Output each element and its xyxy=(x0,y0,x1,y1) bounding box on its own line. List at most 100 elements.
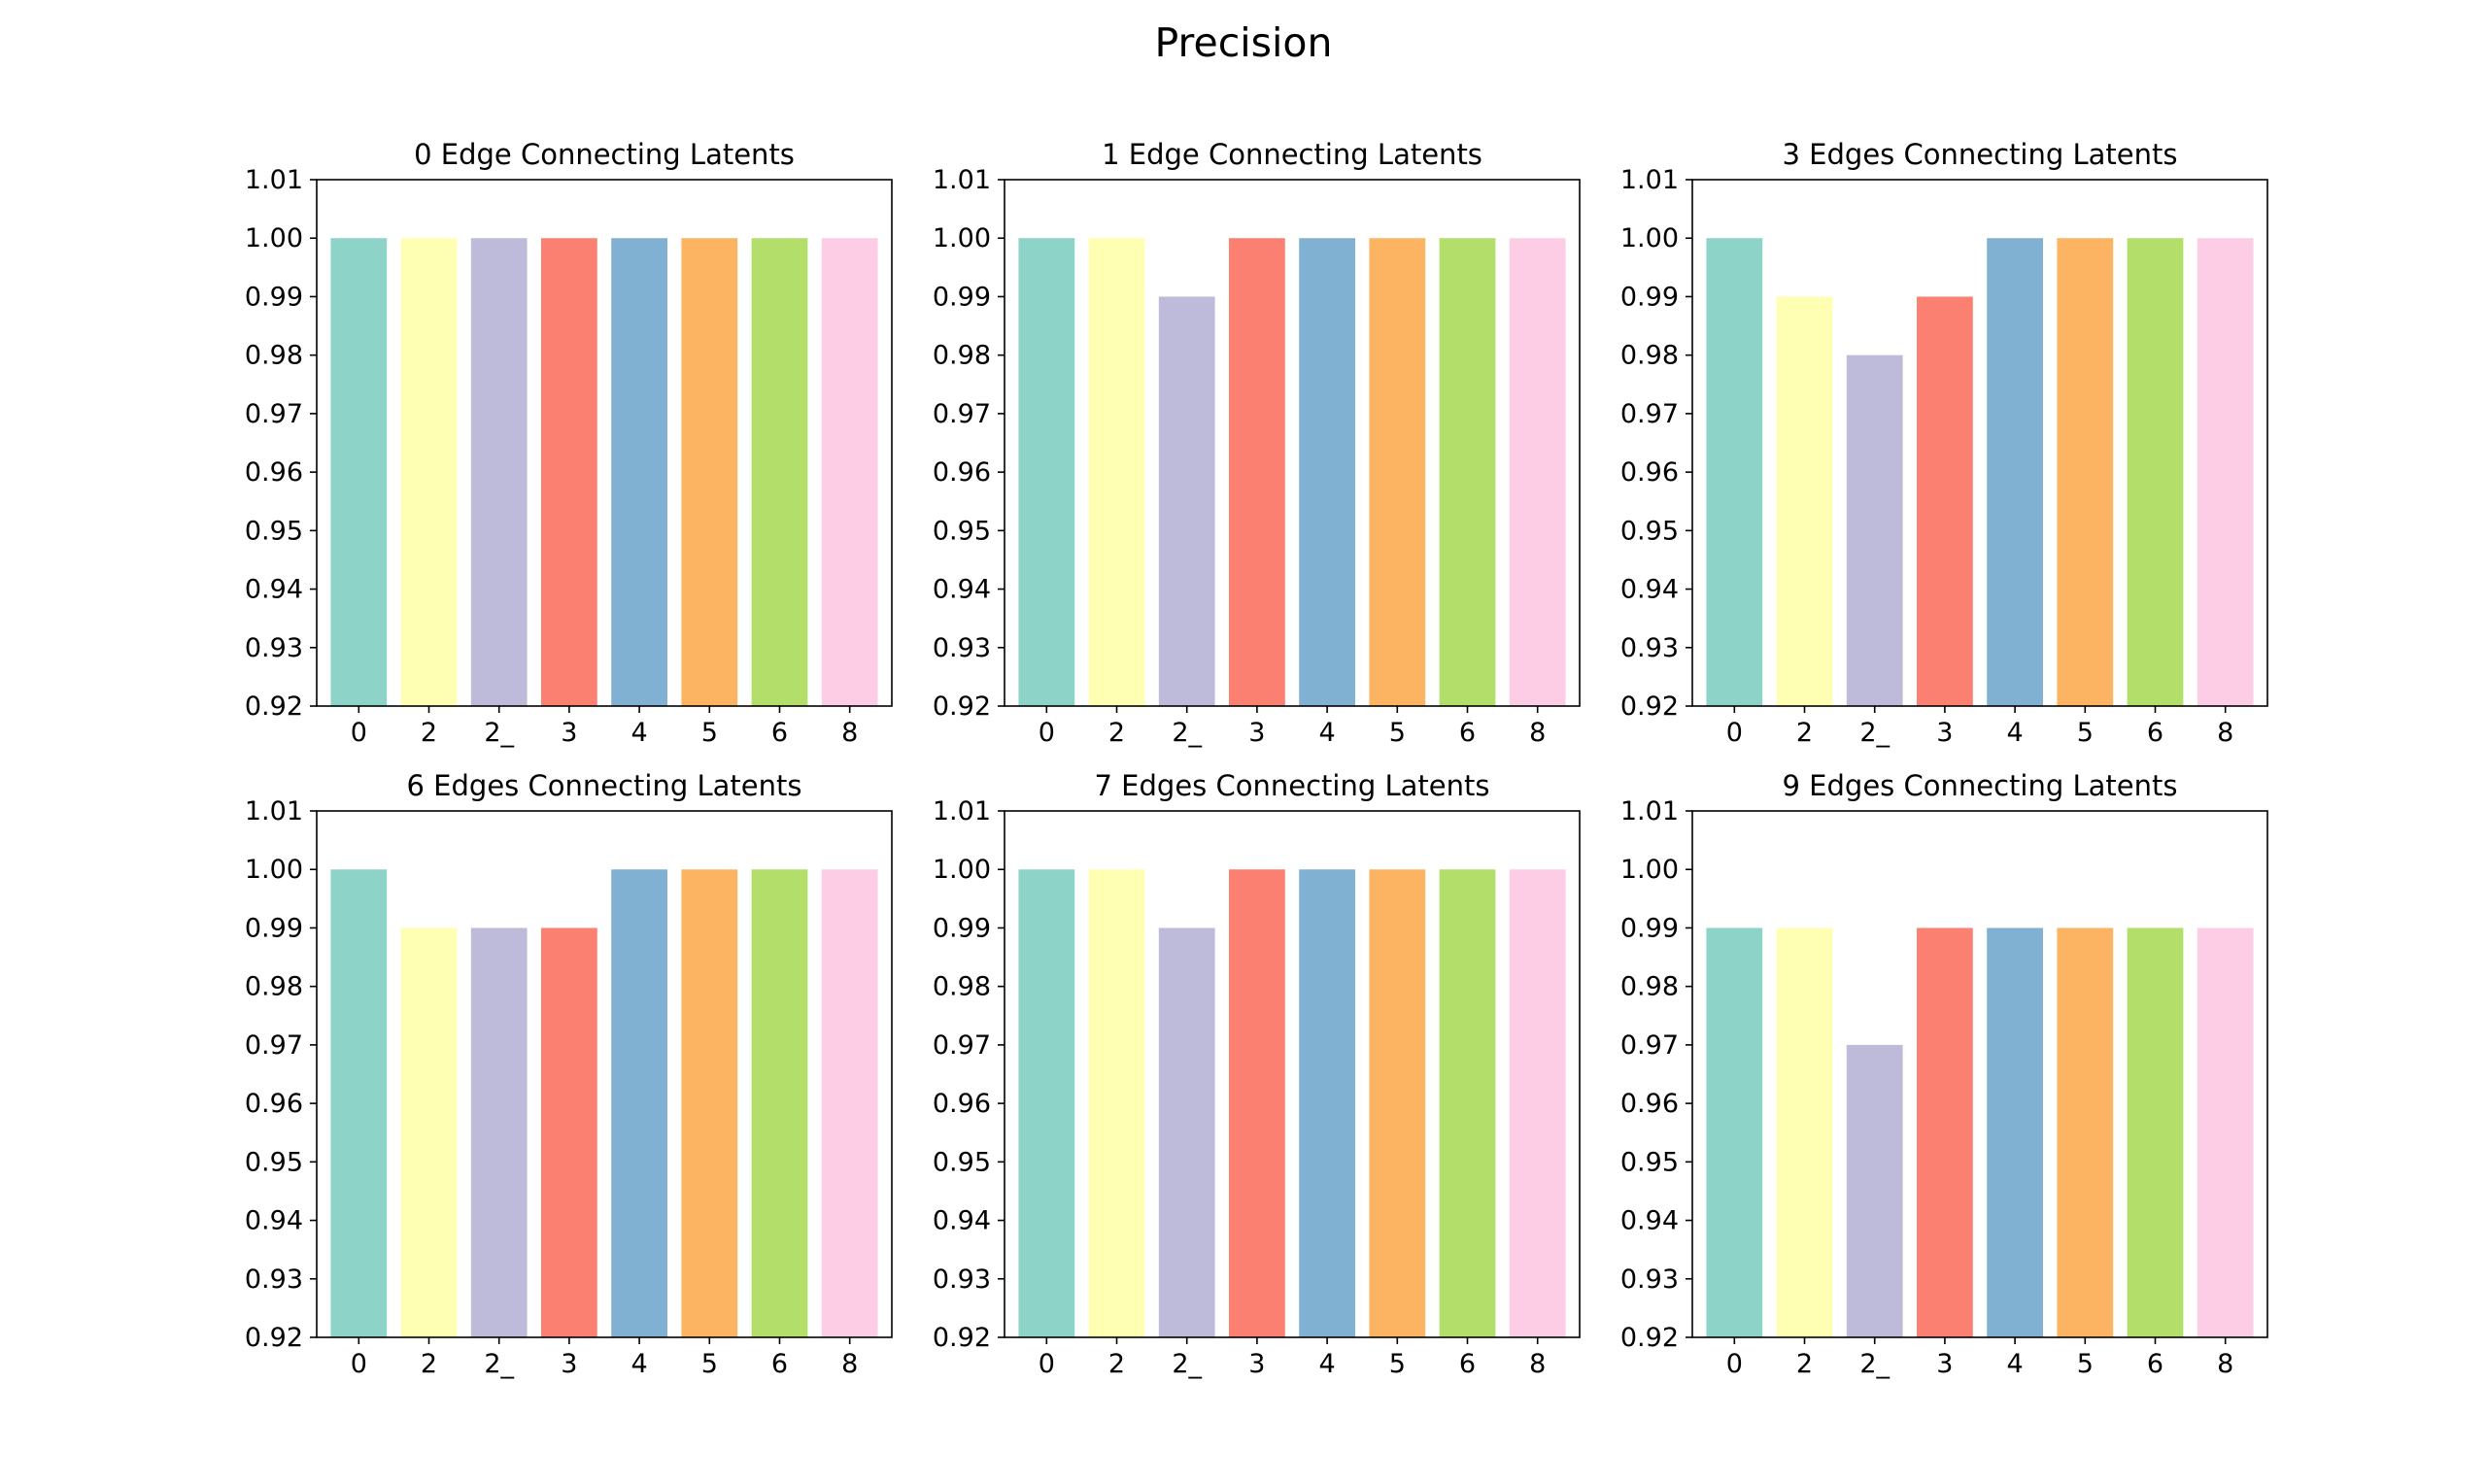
x-tick-label: 2_ xyxy=(1172,718,1202,748)
x-tick-label: 2_ xyxy=(1172,1349,1202,1379)
y-tick-label: 0.97 xyxy=(245,1030,303,1061)
bar xyxy=(541,238,597,706)
x-tick-label: 4 xyxy=(2007,718,2024,748)
y-tick-label: 0.96 xyxy=(1620,457,1679,488)
bar xyxy=(1846,354,1903,706)
x-tick-label: 6 xyxy=(771,718,788,748)
bar xyxy=(1439,869,1496,1337)
x-tick-label: 6 xyxy=(2147,1349,2163,1379)
y-tick-label: 0.97 xyxy=(1620,399,1679,429)
x-tick-label: 3 xyxy=(561,718,577,748)
y-tick-label: 0.92 xyxy=(245,691,303,722)
x-tick-label: 6 xyxy=(1459,718,1476,748)
x-tick-label: 6 xyxy=(771,1349,788,1379)
bar xyxy=(1987,238,2043,706)
x-tick-label: 2 xyxy=(1108,1349,1125,1379)
bar xyxy=(470,238,528,706)
bar xyxy=(330,869,388,1337)
y-tick-label: 0.95 xyxy=(1620,1147,1679,1177)
y-tick-label: 0.96 xyxy=(245,1089,303,1119)
y-tick-label: 0.93 xyxy=(245,1265,303,1295)
bar xyxy=(611,238,667,706)
x-tick-label: 2 xyxy=(421,718,437,748)
y-tick-label: 0.93 xyxy=(933,633,991,663)
y-tick-label: 0.96 xyxy=(933,457,991,488)
subplot-2: 3 Edges Connecting Latents 0 2 2_ 3 4 5 6 8 0.92 0… xyxy=(1620,138,2268,748)
bar xyxy=(1776,296,1833,706)
bar xyxy=(1158,928,1215,1337)
y-tick-label: 1.00 xyxy=(1620,855,1679,885)
bar xyxy=(1369,869,1426,1337)
y-tick-label: 0.94 xyxy=(933,575,991,605)
y-tick-label: 0.99 xyxy=(245,913,303,943)
x-tick-label: 3 xyxy=(1248,718,1265,748)
x-tick-label: 4 xyxy=(2007,1349,2024,1379)
x-tick-label: 0 xyxy=(1726,718,1743,748)
y-tick-label: 0.93 xyxy=(1620,1265,1679,1295)
y-tick-label: 0.95 xyxy=(1620,516,1679,546)
y-tick-label: 1.00 xyxy=(933,223,991,253)
bar xyxy=(1509,238,1566,706)
bar xyxy=(1706,928,1763,1337)
y-tick-label: 0.96 xyxy=(933,1089,991,1119)
y-tick-label: 1.01 xyxy=(933,796,991,826)
x-tick-label: 5 xyxy=(1389,718,1406,748)
bar xyxy=(2057,238,2114,706)
axes-frame xyxy=(1691,810,2268,1338)
axes-frame xyxy=(316,810,893,1338)
x-tick-label: 0 xyxy=(1039,718,1055,748)
y-tick-label: 0.99 xyxy=(1620,282,1679,312)
y-tick-label: 0.95 xyxy=(245,1147,303,1177)
y-tick-label: 0.99 xyxy=(245,282,303,312)
y-tick-label: 0.99 xyxy=(933,282,991,312)
y-tick-label: 0.98 xyxy=(245,341,303,371)
y-tick-label: 0.94 xyxy=(245,575,303,605)
axes-frame xyxy=(1691,179,2268,707)
x-tick-label: 8 xyxy=(2217,718,2233,748)
y-tick-label: 0.94 xyxy=(245,1206,303,1236)
y-tick-label: 0.92 xyxy=(1620,1323,1679,1353)
x-tick-label: 0 xyxy=(1726,1349,1743,1379)
x-tick-label: 5 xyxy=(1389,1349,1406,1379)
x-tick-label: 8 xyxy=(841,1349,858,1379)
bar xyxy=(1987,928,2043,1337)
y-tick-label: 0.92 xyxy=(1620,691,1679,722)
y-tick-label: 0.92 xyxy=(245,1323,303,1353)
y-tick-label: 0.92 xyxy=(933,691,991,722)
bar xyxy=(1229,238,1285,706)
bar xyxy=(1088,238,1145,706)
x-tick-label: 8 xyxy=(2217,1349,2233,1379)
bar xyxy=(1158,296,1215,706)
x-tick-label: 3 xyxy=(561,1349,577,1379)
subplot-3: 6 Edges Connecting Latents 0 2 2_ 3 4 5 6 8 0.92 0… xyxy=(245,769,893,1379)
y-tick-label: 0.98 xyxy=(245,972,303,1002)
x-tick-label: 0 xyxy=(351,1349,367,1379)
x-tick-label: 4 xyxy=(1319,1349,1336,1379)
bar xyxy=(1299,869,1355,1337)
subplot-title: 1 Edge Connecting Latents xyxy=(1102,138,1482,171)
x-tick-label: 6 xyxy=(1459,1349,1476,1379)
bar xyxy=(400,238,458,706)
x-tick-label: 4 xyxy=(631,718,648,748)
subplot-4: 7 Edges Connecting Latents 0 2 2_ 3 4 5 6 8 0.92 0… xyxy=(933,769,1581,1379)
y-tick-label: 1.00 xyxy=(1620,223,1679,253)
y-tick-label: 0.97 xyxy=(1620,1030,1679,1061)
bar xyxy=(1088,869,1145,1337)
x-tick-label: 2 xyxy=(1796,1349,1813,1379)
x-tick-label: 3 xyxy=(1936,718,1953,748)
x-tick-label: 5 xyxy=(2077,1349,2094,1379)
y-tick-label: 1.00 xyxy=(933,855,991,885)
bar xyxy=(1917,928,1973,1337)
y-tick-label: 0.95 xyxy=(245,516,303,546)
y-tick-label: 0.95 xyxy=(933,516,991,546)
x-tick-label: 2_ xyxy=(484,718,514,748)
y-tick-label: 0.94 xyxy=(933,1206,991,1236)
bar xyxy=(1229,869,1285,1337)
y-tick-label: 0.93 xyxy=(1620,633,1679,663)
y-tick-label: 0.94 xyxy=(1620,1206,1679,1236)
bar xyxy=(2197,928,2254,1337)
bar xyxy=(470,928,528,1337)
bar xyxy=(1018,238,1075,706)
subplot-title: 0 Edge Connecting Latents xyxy=(414,138,795,171)
